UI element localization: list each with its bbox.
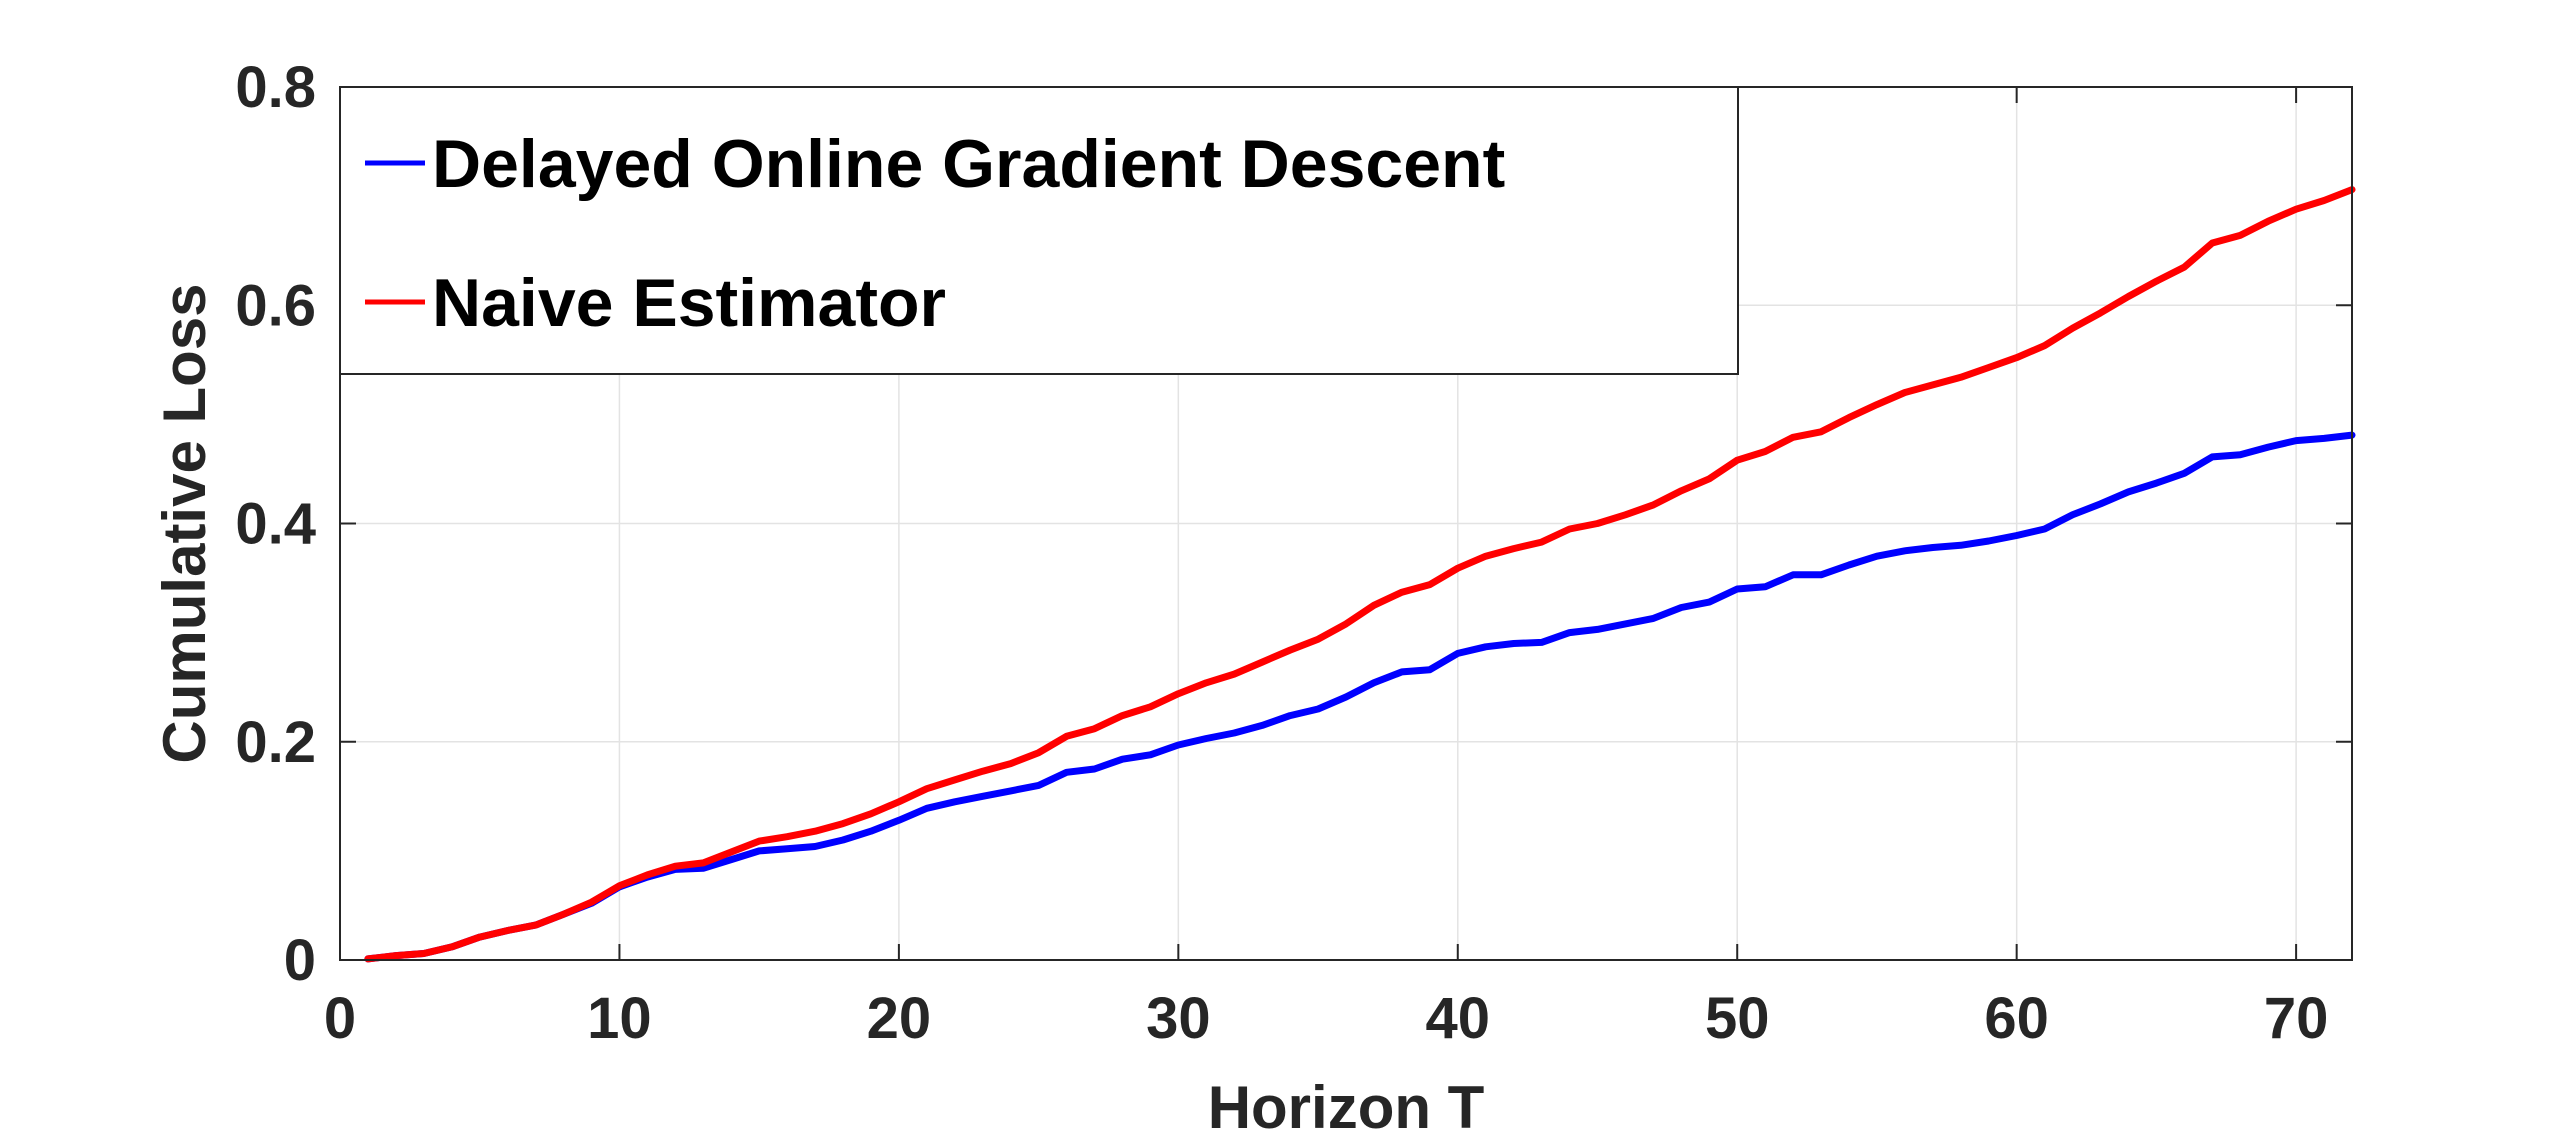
series-line-1 — [364, 186, 2356, 963]
x-tick-label: 10 — [587, 986, 652, 1051]
x-tick-label: 0 — [324, 986, 356, 1051]
x-tick-label: 30 — [1146, 986, 1211, 1051]
y-tick-label: 0 — [284, 928, 316, 993]
y-tick-label: 0.2 — [235, 710, 316, 775]
legend-label-naive-estimator: Naive Estimator — [432, 265, 946, 341]
y-tick-label: 0.6 — [235, 273, 316, 338]
data-lines — [364, 186, 2356, 963]
legend: Delayed Online Gradient Descent Naive Es… — [339, 86, 1739, 375]
legend-label-delayed-ogd: Delayed Online Gradient Descent — [432, 126, 1505, 202]
x-axis-label: Horizon T — [1208, 1074, 1485, 1135]
tick-labels: 0 10 20 30 40 50 60 70 0 0.2 0.4 0.6 0.8 — [235, 55, 2328, 1051]
x-tick-label: 60 — [1984, 986, 2049, 1051]
x-tick-label: 20 — [867, 986, 932, 1051]
y-axis-label: Cumulative Loss — [151, 283, 218, 763]
x-tick-label: 50 — [1705, 986, 1770, 1051]
x-tick-label: 70 — [2264, 986, 2329, 1051]
legend-box — [339, 86, 1739, 375]
x-tick-label: 40 — [1426, 986, 1491, 1051]
y-tick-label: 0.8 — [235, 55, 316, 120]
series-line-0 — [364, 431, 2356, 963]
y-tick-label: 0.4 — [235, 492, 316, 557]
